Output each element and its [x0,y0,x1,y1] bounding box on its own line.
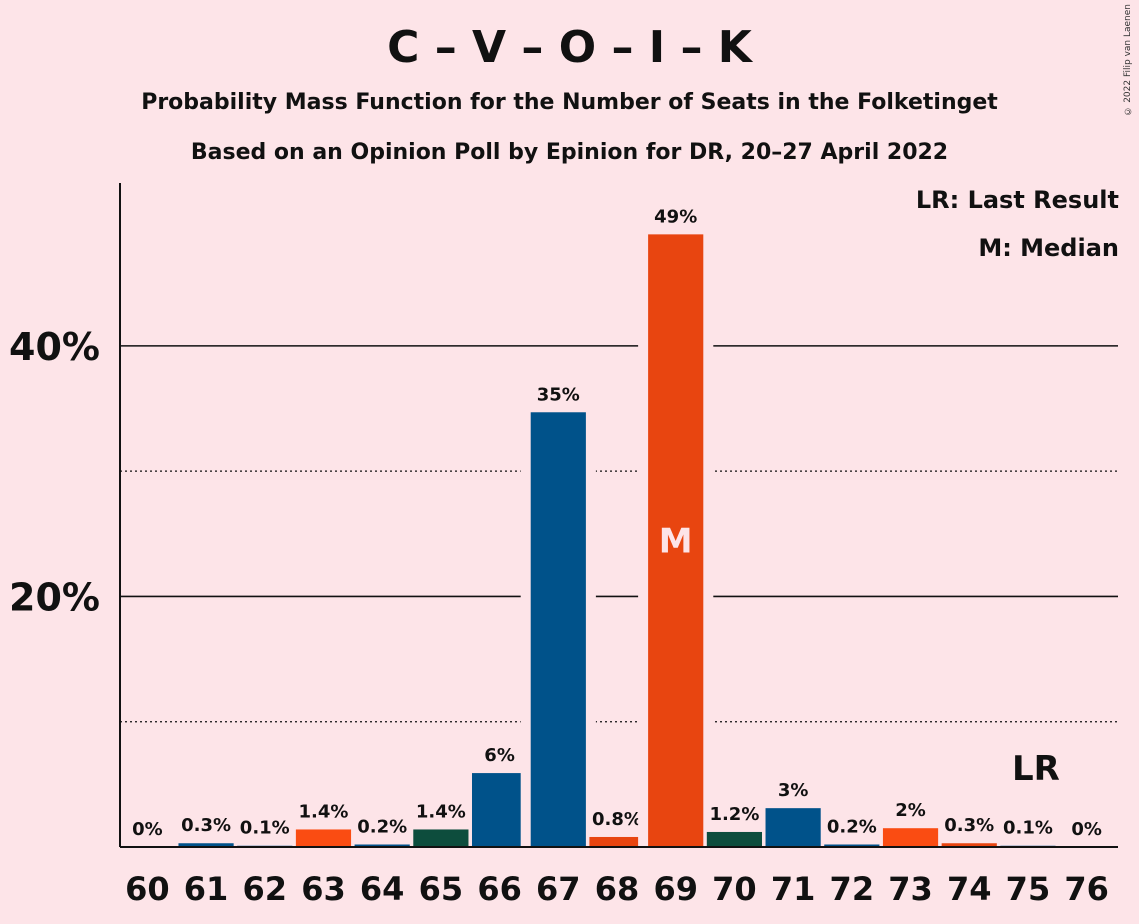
data-label: 3% [778,780,809,801]
data-label: 0.8% [592,809,642,830]
data-label: 0.2% [357,816,407,837]
x-tick-label: 62 [242,870,287,908]
data-label: 1.4% [299,801,349,822]
bar-seat-66 [471,773,528,847]
median-marker: M [659,522,693,562]
data-label: 1.4% [416,801,466,822]
bar-seat-68 [589,836,645,847]
x-tick-label: 65 [419,870,464,908]
x-tick-label: 71 [771,870,816,908]
data-label: 0.1% [240,818,290,839]
data-label: 0.2% [827,816,877,837]
bar-seat-67 [530,412,586,847]
bar-seat-71 [765,808,821,847]
data-label: 0.3% [181,815,231,836]
legend-median: M: Median [978,234,1119,262]
data-label: 49% [654,206,697,227]
data-label: 0.1% [1003,818,1053,839]
bar-seat-61 [178,843,234,847]
data-label: 2% [895,800,926,821]
y-tick-label: 20% [9,575,100,619]
x-tick-label: 67 [536,870,581,908]
x-tick-label: 75 [1006,870,1051,908]
bar-seat-73 [882,828,939,847]
x-tick-label: 73 [888,870,933,908]
chart-subtitle-source: Based on an Opinion Poll by Epinion for … [190,140,949,165]
data-label: 0% [132,819,163,840]
x-tick-label: 76 [1064,870,1109,908]
bar-seat-63 [295,829,352,847]
bar-seat-74 [941,843,997,847]
x-tick-label: 60 [125,870,170,908]
y-tick-label: 40% [9,325,100,369]
x-tick-label: 64 [360,870,405,908]
chart-subtitle: Probability Mass Function for the Number… [141,90,998,115]
x-tick-label: 61 [184,870,229,908]
data-label: 35% [537,384,580,405]
x-tick-label: 74 [947,870,992,908]
x-tick-label: 68 [595,870,640,908]
data-label: 0.3% [944,815,994,836]
x-tick-label: 63 [301,870,346,908]
bar-seat-69 [648,234,704,848]
data-label: 6% [484,745,515,766]
x-tick-label: 69 [653,870,698,908]
bar-seat-70 [706,831,763,847]
x-tick-label: 70 [712,870,757,908]
chart-title: C – V – O – I – K [387,22,752,73]
bar-seat-64 [354,844,410,847]
bar-seat-65 [413,829,469,847]
x-tick-label: 66 [477,870,522,908]
data-label: 1.2% [709,804,759,825]
x-tick-label: 72 [830,870,875,908]
data-label: 0% [1071,819,1102,840]
last-result-marker: LR [1012,749,1060,789]
legend-last-result: LR: Last Result [915,186,1119,214]
bar-seat-72 [824,844,880,847]
